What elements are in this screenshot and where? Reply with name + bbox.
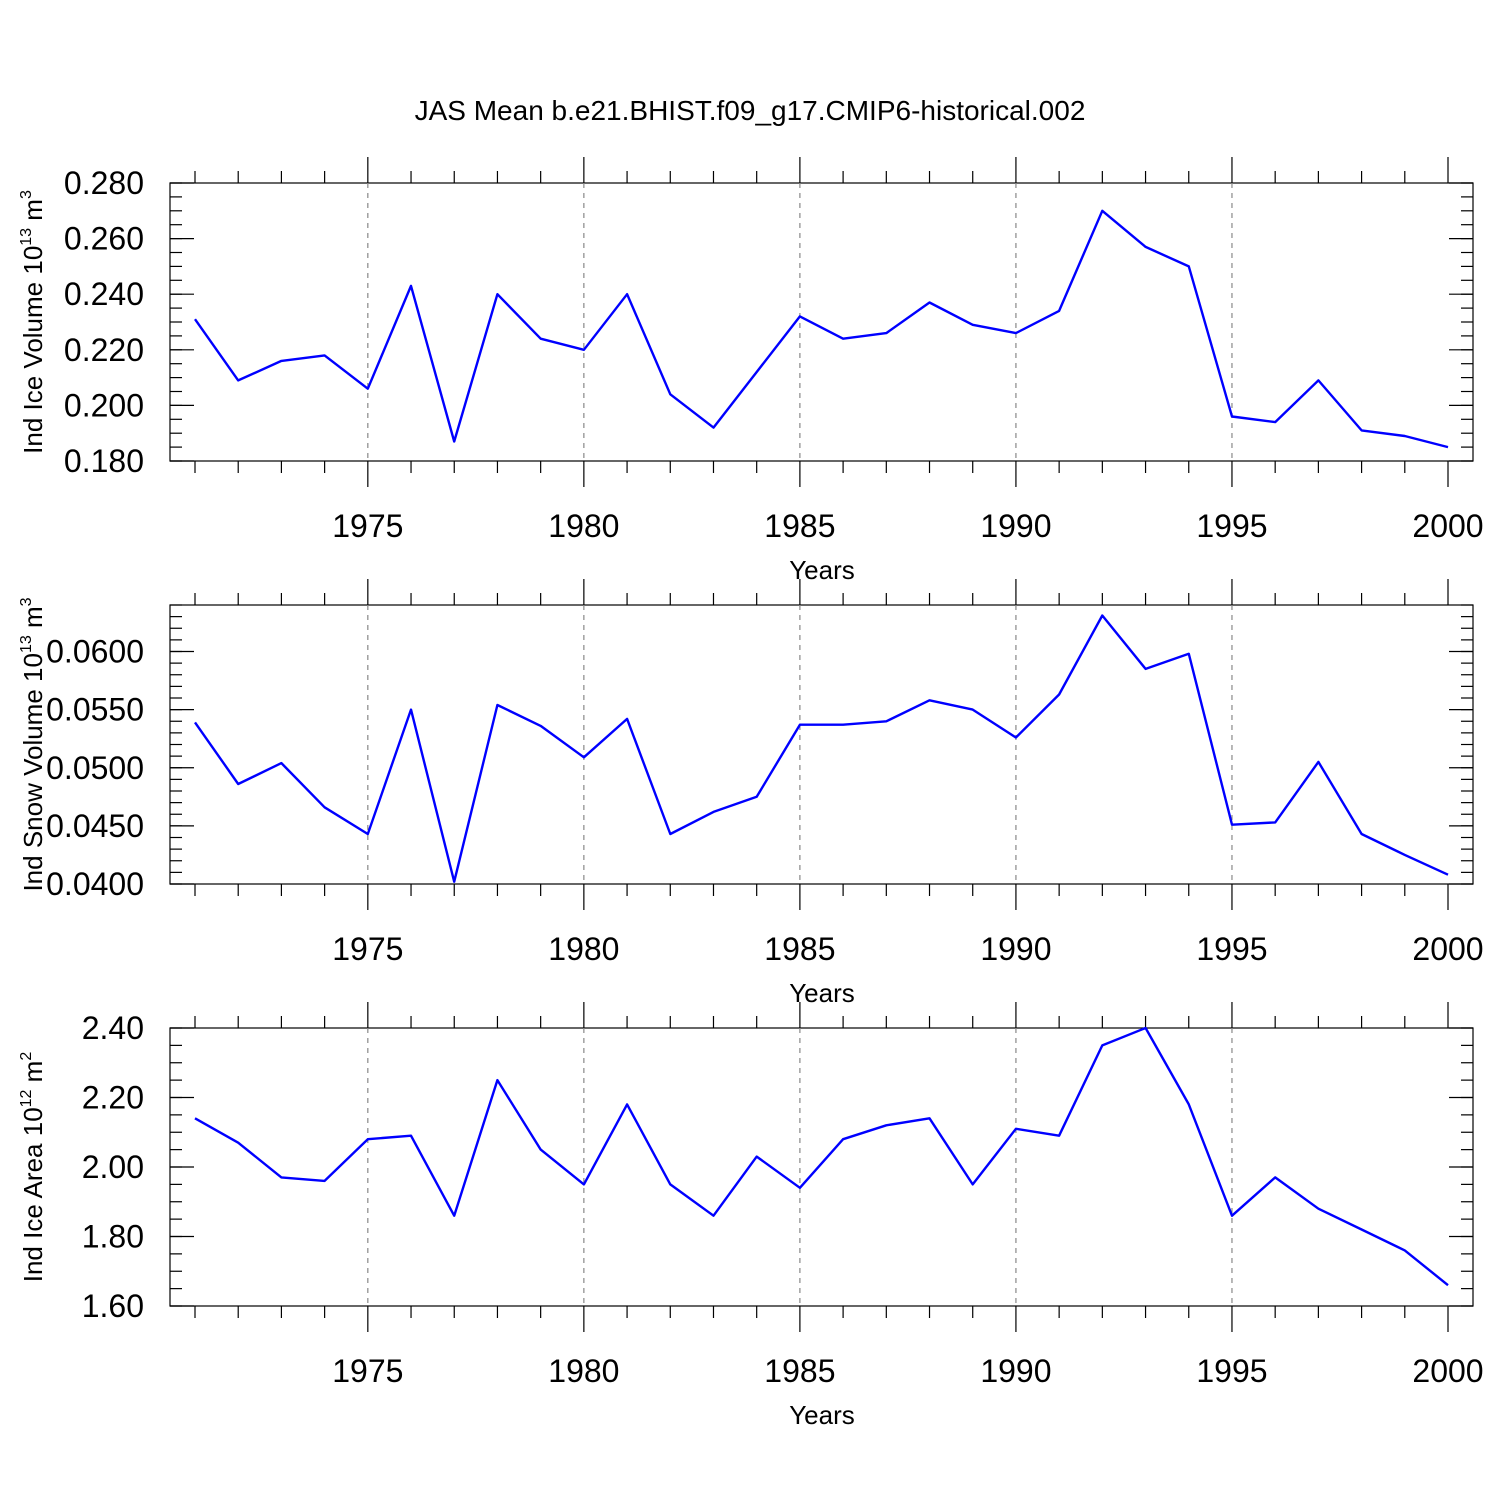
y-tick-label: 0.0500 [46, 750, 144, 786]
y-tick-label: 0.0550 [46, 692, 144, 728]
x-tick-label: 2000 [1412, 508, 1483, 544]
x-axis-label: Years [789, 1400, 855, 1430]
y-tick-label: 1.80 [82, 1219, 144, 1255]
x-axis-label: Years [789, 555, 855, 585]
x-tick-label: 1990 [980, 1353, 1051, 1389]
y-tick-label: 0.180 [64, 443, 144, 479]
x-tick-label: 1975 [332, 1353, 403, 1389]
panel-3: 1.60 1.80 2.00 2.20 2.40 1975 1980 1985 1990 1995… [18, 1002, 1484, 1430]
x-tick-label: 1990 [980, 931, 1051, 967]
series-line [194, 614, 1449, 883]
y-tick-label: 0.220 [64, 332, 144, 368]
plot-frame [169, 1027, 1474, 1307]
y-axis-label: Ind Ice Area 1012 m2 [18, 1052, 48, 1283]
x-tick-label: 1980 [548, 931, 619, 967]
y-tick-label: 1.60 [82, 1288, 144, 1324]
x-axis-label: Years [789, 978, 855, 1008]
panels: 0.180 0.200 0.220 0.240 0.260 0.280 1975 1980 19… [18, 157, 1484, 1430]
y-axis-label: Ind Ice Volume 1013 m3 [18, 190, 48, 454]
plot-frame [169, 604, 1474, 885]
x-tick-label: 1995 [1196, 931, 1267, 967]
x-tick-label: 1985 [764, 508, 835, 544]
x-tick-label: 1975 [332, 508, 403, 544]
y-tick-label: 0.0400 [46, 866, 144, 902]
panel-1: 0.180 0.200 0.220 0.240 0.260 0.280 1975 1980 19… [18, 157, 1484, 585]
y-tick-label: 0.260 [64, 221, 144, 257]
x-tick-label: 1980 [548, 508, 619, 544]
y-tick-label: 0.280 [64, 165, 144, 201]
series-line [194, 1026, 1449, 1287]
x-tick-label: 2000 [1412, 1353, 1483, 1389]
x-tick-label: 2000 [1412, 931, 1483, 967]
y-tick-label: 2.40 [82, 1010, 144, 1046]
x-tick-label: 1985 [764, 1353, 835, 1389]
x-tick-label: 1995 [1196, 1353, 1267, 1389]
y-tick-label: 2.20 [82, 1080, 144, 1116]
panel-2: 0.0400 0.0450 0.0500 0.0550 0.0600 1975 1980 19… [18, 579, 1484, 1008]
figure-title: JAS Mean b.e21.BHIST.f09_g17.CMIP6-histo… [415, 95, 1086, 126]
x-tick-label: 1985 [764, 931, 835, 967]
series-line [194, 209, 1449, 449]
y-tick-label: 0.0600 [46, 634, 144, 670]
y-tick-label: 0.200 [64, 387, 144, 423]
y-tick-label: 2.00 [82, 1149, 144, 1185]
x-tick-label: 1980 [548, 1353, 619, 1389]
x-tick-label: 1995 [1196, 508, 1267, 544]
x-tick-label: 1975 [332, 931, 403, 967]
y-axis-label: Ind Snow Volume 1013 m3 [18, 597, 48, 891]
x-tick-label: 1990 [980, 508, 1051, 544]
y-tick-label: 0.240 [64, 276, 144, 312]
y-tick-label: 0.0450 [46, 808, 144, 844]
